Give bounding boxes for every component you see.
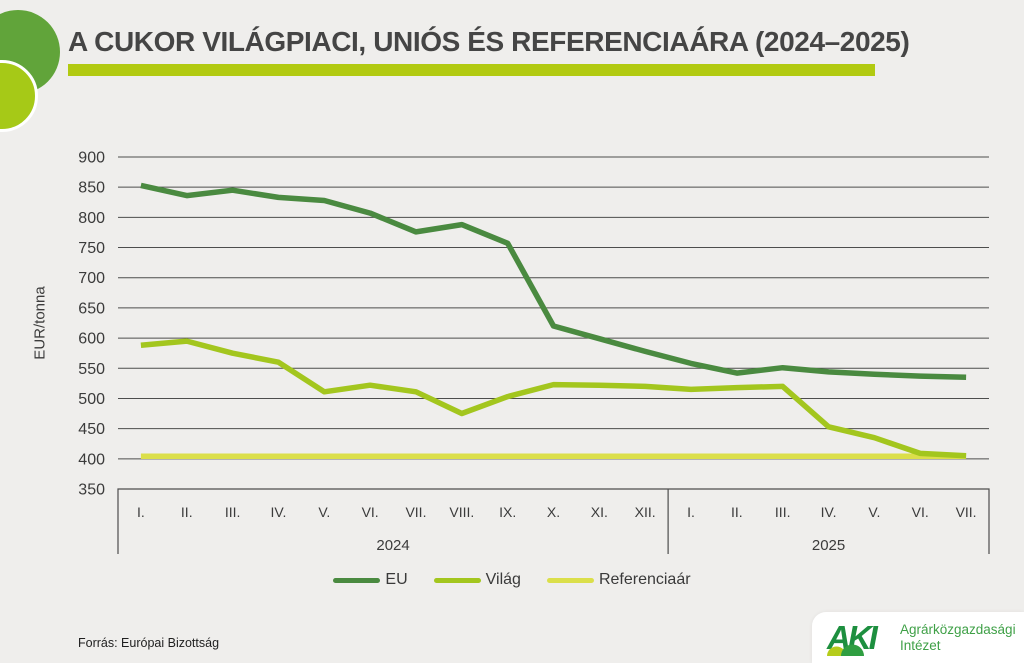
- y-tick-750: 750: [78, 240, 105, 257]
- y-tick-800: 800: [78, 210, 105, 227]
- y-tick-850: 850: [78, 180, 105, 197]
- y-tick-700: 700: [78, 270, 105, 287]
- legend-label-eu: EU: [385, 571, 408, 588]
- x-tick-month-2: II.: [181, 504, 193, 520]
- title-underline-bar: [68, 64, 875, 76]
- x-tick-month-3: III.: [225, 504, 241, 520]
- y-tick-400: 400: [78, 451, 105, 468]
- aki-org-name: Agrárközgazdasági Intézet: [900, 622, 1016, 652]
- aki-logo-icon: AKI: [826, 619, 882, 656]
- y-tick-600: 600: [78, 331, 105, 348]
- x-tick-month-15: III.: [775, 504, 791, 520]
- x-axis-box: [117, 488, 990, 554]
- legend-swatch-referenciaar: [546, 577, 594, 583]
- y-tick-350: 350: [78, 482, 105, 499]
- y-tick-900: 900: [78, 150, 105, 167]
- x-tick-month-13: I.: [687, 504, 695, 520]
- series-line-világ: [140, 338, 967, 459]
- x-tick-month-19: VII.: [956, 504, 977, 520]
- x-tick-month-1: I.: [137, 504, 145, 520]
- chart-legend: EU Világ Referenciaár: [0, 569, 1024, 591]
- y-tick-650: 650: [78, 300, 105, 317]
- x-tick-month-4: IV.: [271, 504, 287, 520]
- y-tick-550: 550: [78, 361, 105, 378]
- legend-item-referenciaar: Referenciaár: [546, 571, 691, 589]
- x-tick-month-17: V.: [868, 504, 880, 520]
- y-tick-450: 450: [78, 421, 105, 438]
- page-title: A CUKOR VILÁGPIACI, UNIÓS ÉS REFERENCIAÁ…: [68, 26, 910, 57]
- x-tick-month-8: VIII.: [449, 504, 474, 520]
- legend-swatch-vilag: [433, 577, 481, 583]
- x-tick-month-12: XII.: [635, 504, 656, 520]
- x-tick-month-18: VI.: [912, 504, 929, 520]
- x-tick-month-16: IV.: [821, 504, 837, 520]
- y-tick-500: 500: [78, 391, 105, 408]
- legend-item-eu: EU: [333, 571, 408, 589]
- x-tick-month-14: II.: [731, 504, 743, 520]
- legend-swatch-eu: [333, 577, 381, 583]
- aki-logo-card: AKI Agrárközgazdasági Intézet: [812, 612, 1024, 663]
- x-tick-month-7: VII.: [405, 504, 426, 520]
- aki-org-name-line2: Intézet: [900, 637, 941, 653]
- x-tick-month-6: VI.: [362, 504, 379, 520]
- source-note: Forrás: Európai Bizottság: [78, 636, 220, 650]
- x-tick-month-10: X.: [547, 504, 560, 520]
- legend-label-vilag: Világ: [485, 571, 521, 588]
- legend-item-vilag: Világ: [433, 571, 521, 589]
- x-tick-month-11: XI.: [591, 504, 608, 520]
- x-tick-month-5: V.: [318, 504, 330, 520]
- x-tick-month-9: IX.: [499, 504, 516, 520]
- aki-org-name-line1: Agrárközgazdasági: [900, 622, 1016, 638]
- x-axis-year-2025: 2025: [812, 537, 845, 554]
- series-line-eu: [140, 182, 967, 381]
- logo-mound-green-icon: [841, 644, 864, 656]
- x-axis-year-2024: 2024: [376, 537, 409, 554]
- legend-label-referenciaar: Referenciaár: [598, 571, 691, 588]
